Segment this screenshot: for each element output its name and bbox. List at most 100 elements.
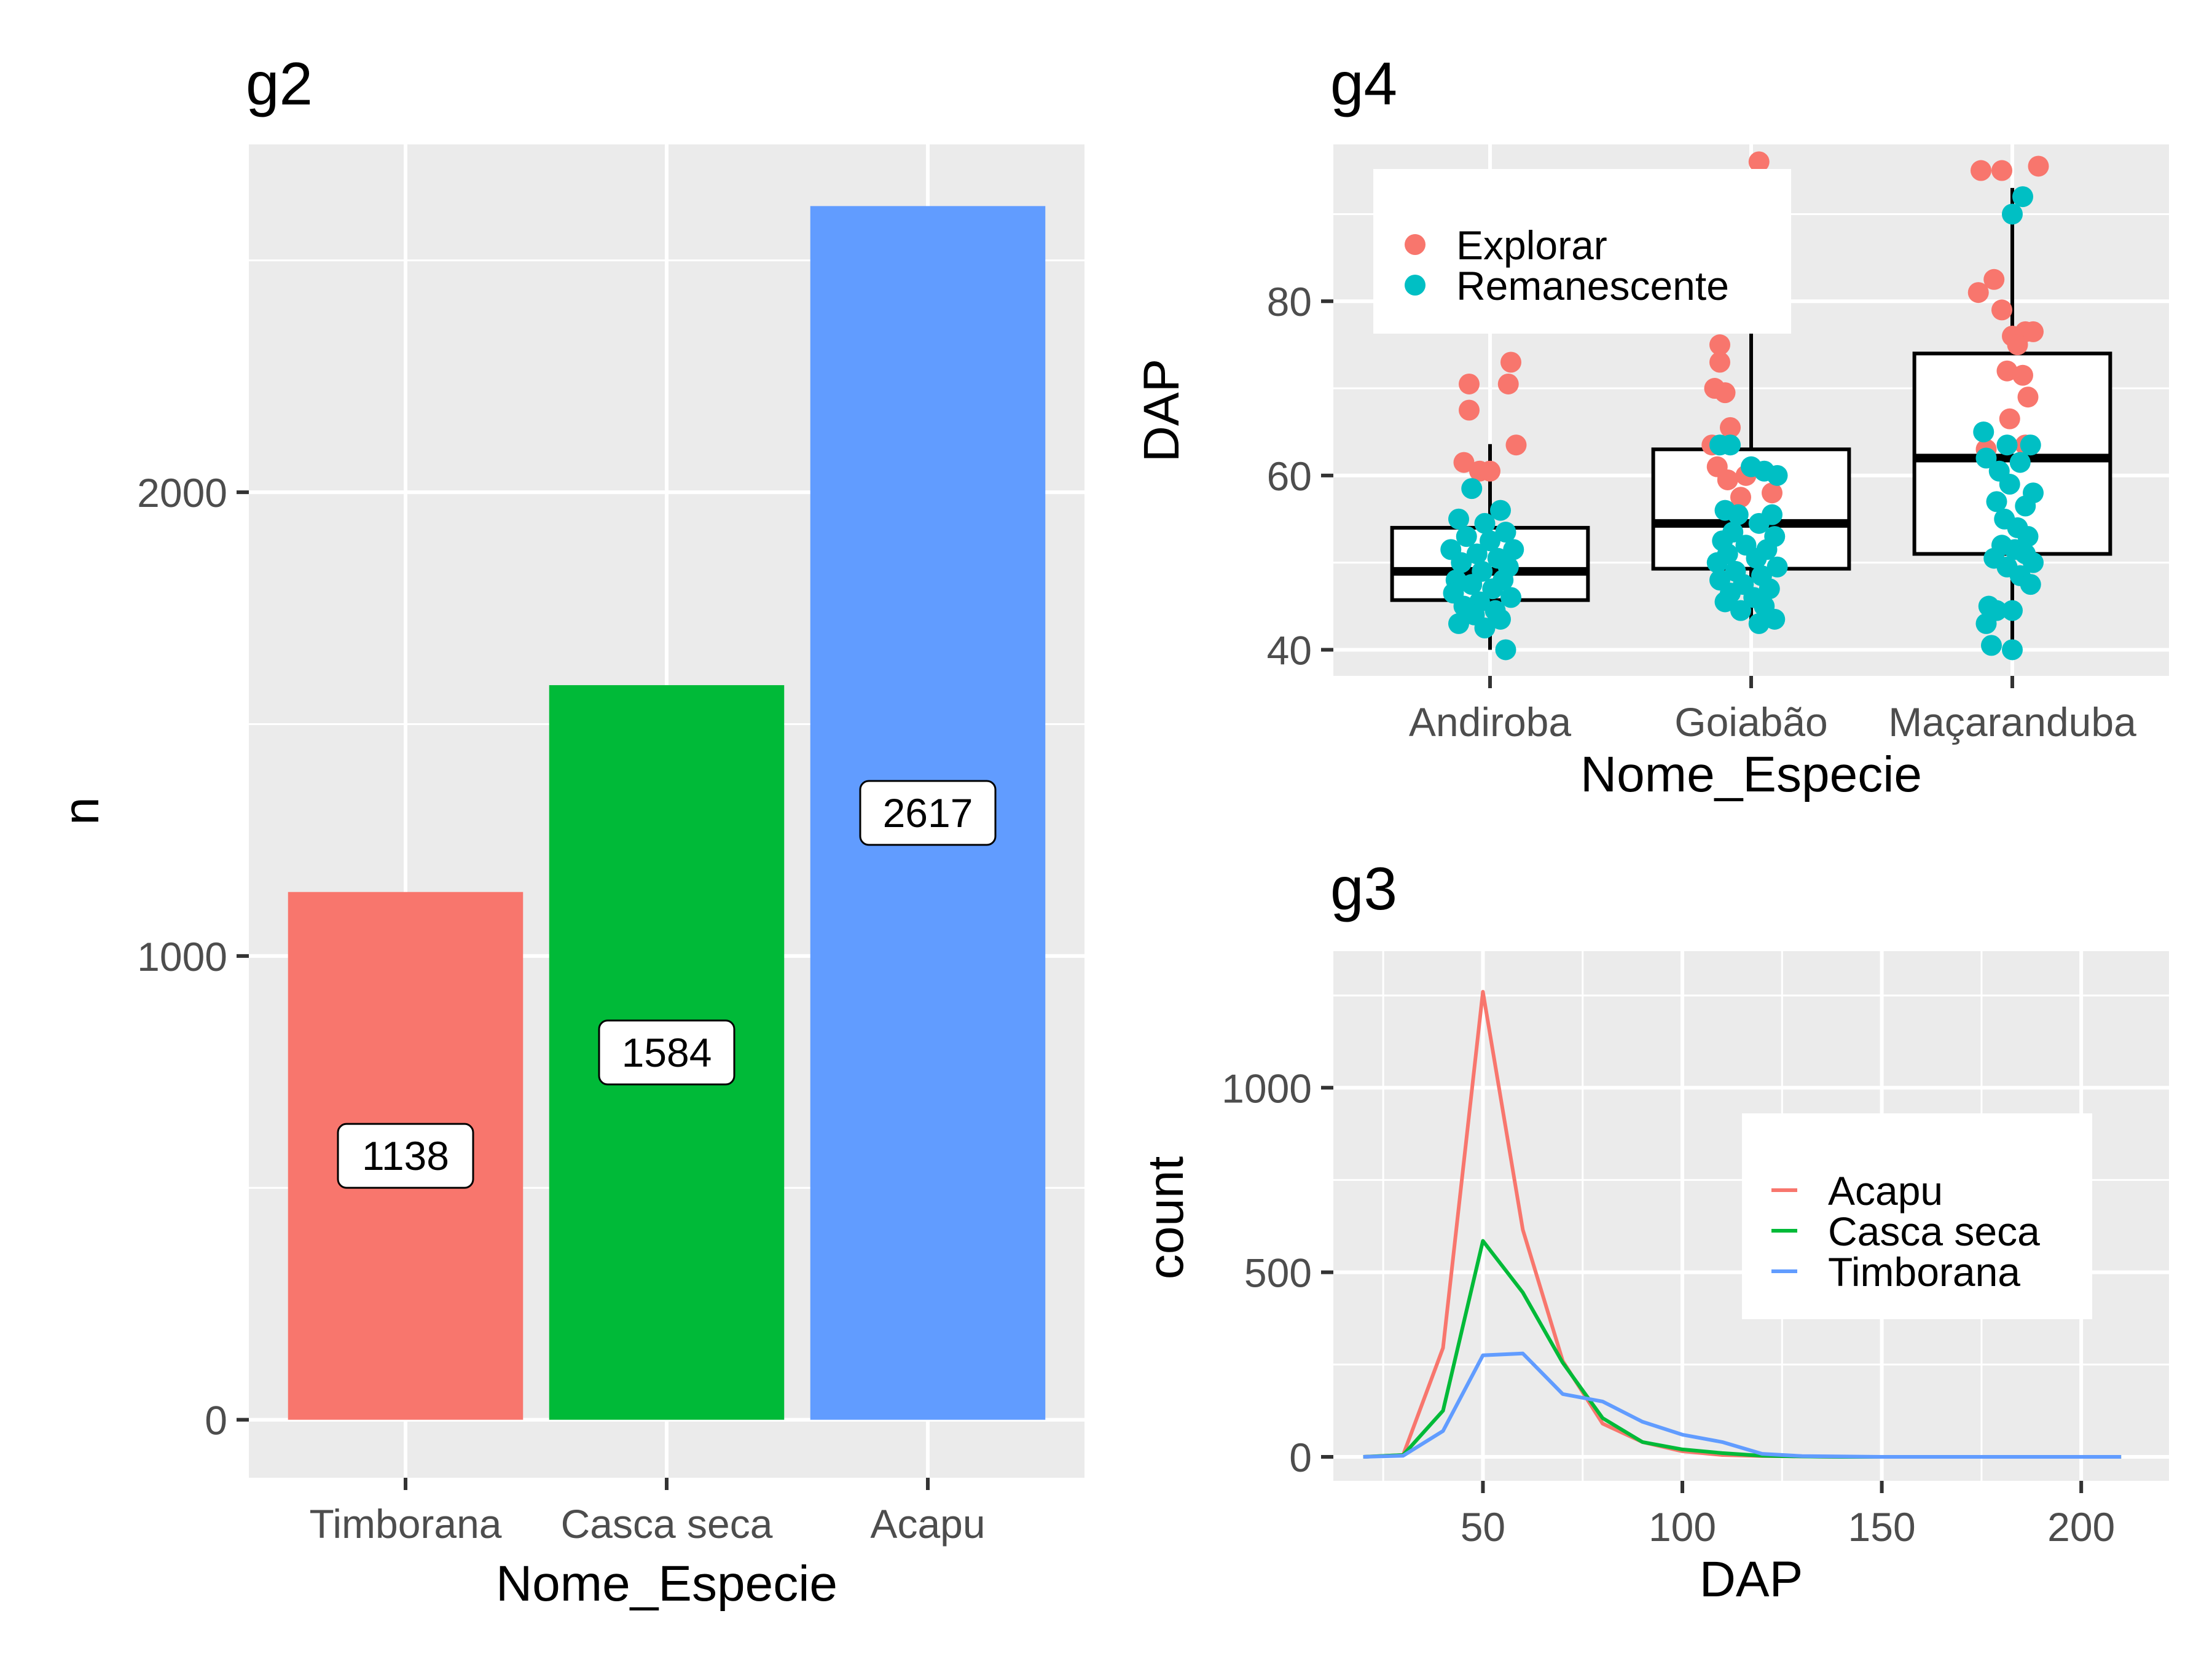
jitter-point-remanescente [1727,504,1749,525]
x-tick-label: Timborana [309,1501,501,1547]
jitter-point-remanescente [1999,474,2020,495]
jitter-point-remanescente [2002,600,2023,621]
chart-title-g4: g4 [1330,50,1397,117]
jitter-point-explorar [1459,373,1480,394]
jitter-point-remanescente [1767,465,1788,486]
jitter-point-explorar [1748,151,1770,173]
jitter-point-explorar [2007,334,2028,356]
legend-label-explorar: Explorar [1456,222,1607,268]
jitter-point-explorar [2017,386,2039,408]
chart-g4: g4 40 60 80 Andiroba Goiabão Maçaranduba Exp… [1134,50,2169,802]
y-tick-label: 500 [1244,1250,1312,1296]
jitter-point-explorar [1730,487,1751,508]
bar-value-label: 1584 [622,1030,712,1075]
jitter-point-remanescente [1759,578,1780,600]
bar-value-label-box [859,780,997,846]
jitter-point-explorar [1497,373,1519,394]
x-axis-g4: Andiroba Goiabão Maçaranduba [1409,676,2136,745]
jitter-point-remanescente [1764,608,1786,630]
x-axis-title-g4: Nome_Especie [1580,747,1922,802]
x-tick-label: 200 [2047,1504,2115,1550]
y-tick-label: 0 [205,1398,227,1443]
jitter-point-remanescente [1466,543,1488,565]
jitter-point-explorar [1505,434,1527,456]
x-tick-label: 100 [1649,1504,1716,1550]
x-axis-title-g2: Nome_Especie [496,1556,837,1612]
jitter-point-explorar [1500,351,1521,373]
legend-background-g3 [1742,1113,2092,1319]
x-tick-label: Casca seca [561,1501,773,1547]
jitter-point-remanescente [1730,600,1751,621]
jitter-point-remanescente [1456,526,1477,547]
y-axis-g3: 0 500 1000 [1222,1065,1333,1480]
jitter-point-remanescente [1495,522,1516,543]
y-axis-title-g2: n [53,797,109,825]
x-tick-label: Goiabão [1674,699,1828,745]
jitter-point-remanescente [1746,547,1767,569]
jitter-point-remanescente [1748,613,1770,634]
legend-label-remanescente: Remanescente [1456,263,1729,308]
x-tick-label: Maçaranduba [1888,699,2136,745]
jitter-point-explorar [1480,460,1500,482]
y-tick-label: 60 [1267,453,1312,499]
x-tick-label: Acapu [870,1501,985,1547]
jitter-point-explorar [1996,360,2018,382]
jitter-point-remanescente [2009,452,2031,473]
jitter-point-explorar [1709,334,1730,356]
jitter-point-remanescente [1461,478,1483,500]
jitter-point-remanescente [1495,639,1516,661]
jitter-point-remanescente [1482,578,1504,600]
jitter-points-g4 [1440,151,2049,661]
jitter-point-remanescente [1996,434,2018,456]
series-lines-g3 [1363,990,2122,1459]
y-tick-label: 2000 [137,470,227,516]
jitter-point-remanescente [1748,512,1770,534]
legend-background-g4 [1373,169,1791,334]
x-tick-label: 50 [1461,1504,1505,1550]
jitter-point-remanescente [1490,500,1511,521]
jitter-point-remanescente [1448,508,1469,530]
jitter-point-explorar [1717,469,1738,490]
jitter-point-remanescente [1503,539,1524,560]
jitter-point-explorar [1991,299,2012,321]
jitter-point-explorar [2012,364,2033,386]
jitter-point-explorar [1709,351,1730,373]
jitter-point-explorar [1999,408,2020,429]
x-tick-label: 150 [1848,1504,1916,1550]
bar-value-label: 1138 [362,1133,449,1179]
y-tick-label: 1000 [1222,1065,1312,1111]
jitter-point-remanescente [1720,434,1741,456]
jitter-point-explorar [1459,399,1480,421]
jitter-point-remanescente [1451,552,1472,573]
jitter-point-explorar [1971,160,1991,181]
jitter-point-explorar [2028,155,2049,177]
jitter-point-remanescente [1975,613,1997,634]
x-axis-title-g3: DAP [1700,1551,1803,1607]
y-axis-title-g4: DAP [1134,359,1190,463]
chart-title-g2: g2 [246,50,313,117]
jitter-point-explorar [1762,482,1783,504]
y-tick-label: 80 [1267,279,1312,324]
jitter-point-remanescente [2012,186,2033,208]
jitter-point-remanescente [1474,618,1496,639]
jitter-point-remanescente [1474,512,1496,534]
jitter-point-remanescente [1706,552,1728,573]
jitter-point-remanescente [1714,591,1736,613]
jitter-point-remanescente [1448,613,1469,634]
jitter-point-remanescente [1767,556,1788,578]
jitter-point-remanescente [1975,447,1997,469]
chart-title-g3: g3 [1330,855,1397,922]
jitter-point-remanescente [1981,635,2002,656]
bar-value-label: 2617 [883,790,973,836]
jitter-point-explorar [2023,321,2044,342]
jitter-point-remanescente [2002,203,2023,225]
legend-key-explorar [1405,234,1426,255]
x-axis-g2: Timborana Casca seca Acapu [309,1478,986,1547]
jitter-point-explorar [1714,382,1736,404]
jitter-point-explorar [1720,417,1741,438]
jitter-point-remanescente [1480,530,1500,552]
legend-label-timborana: Timborana [1828,1249,2020,1295]
y-axis-g4: 40 60 80 [1267,279,1333,673]
bar-value-labels-g2: 1138 1584 2617 [337,780,997,1189]
